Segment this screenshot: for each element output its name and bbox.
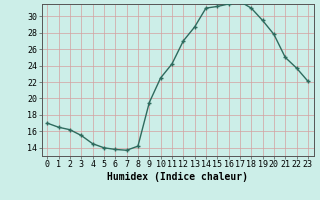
X-axis label: Humidex (Indice chaleur): Humidex (Indice chaleur) — [107, 172, 248, 182]
